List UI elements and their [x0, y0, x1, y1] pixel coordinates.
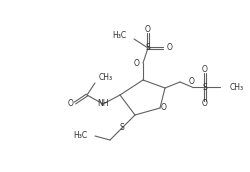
Text: O: O: [134, 58, 140, 67]
Text: S: S: [120, 123, 124, 132]
Text: O: O: [145, 25, 151, 35]
Text: S: S: [146, 44, 150, 52]
Text: CH₃: CH₃: [230, 83, 244, 92]
Text: S: S: [202, 83, 207, 92]
Text: H₃C: H₃C: [73, 132, 87, 141]
Text: NH: NH: [97, 99, 109, 109]
Text: O: O: [161, 104, 167, 112]
Text: O: O: [202, 99, 208, 109]
Text: CH₃: CH₃: [99, 73, 113, 83]
Text: O: O: [189, 78, 195, 87]
Text: O: O: [167, 44, 173, 52]
Text: O: O: [68, 99, 74, 108]
Text: H₃C: H₃C: [112, 31, 126, 40]
Text: O: O: [202, 66, 208, 74]
